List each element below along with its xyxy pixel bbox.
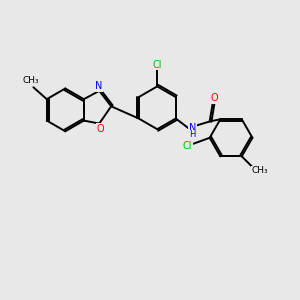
Text: CH₃: CH₃ xyxy=(251,166,268,175)
Text: O: O xyxy=(97,124,104,134)
Text: O: O xyxy=(210,93,218,103)
Text: CH₃: CH₃ xyxy=(23,76,39,85)
Text: N: N xyxy=(95,81,102,91)
Text: Cl: Cl xyxy=(152,60,162,70)
Text: N: N xyxy=(189,123,196,133)
Text: Cl: Cl xyxy=(183,140,192,151)
Text: H: H xyxy=(189,130,196,139)
